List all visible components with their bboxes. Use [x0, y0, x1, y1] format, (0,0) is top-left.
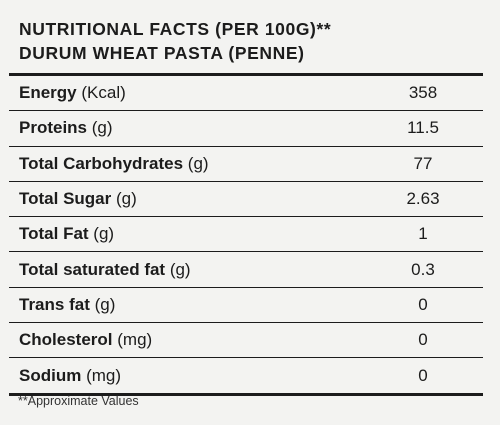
nutrient-value: 77	[413, 153, 433, 173]
nutrient-row-cholesterol: Cholesterol (mg) 0	[9, 323, 483, 359]
nutrient-unit: (mg)	[81, 365, 122, 385]
title-line-2: DURUM WHEAT PASTA (PENNE)	[19, 43, 305, 63]
nutrient-row-sodium: Sodium (mg) 0	[9, 358, 483, 392]
nutrient-name: Trans fat	[19, 294, 90, 314]
nutrient-name: Total Sugar	[19, 189, 112, 209]
nutrition-table: Energy (Kcal) 358 Proteins (g) 11.5 Tota…	[9, 73, 483, 396]
nutrient-unit: (g)	[89, 294, 116, 314]
nutrient-unit: (g)	[165, 259, 191, 279]
nutrient-label: Trans fat (g)	[19, 295, 115, 315]
nutrient-value: 0	[418, 365, 428, 385]
nutrient-unit: (g)	[88, 224, 115, 244]
nutrient-row-proteins: Proteins (g) 11.5	[9, 111, 483, 147]
nutrient-unit: (g)	[183, 153, 209, 173]
nutrient-name: Proteins	[19, 118, 88, 138]
nutrient-value: 11.5	[407, 118, 439, 138]
nutrient-value: 358	[408, 83, 438, 103]
nutrient-name: Total Fat	[19, 224, 89, 244]
nutrient-label: Cholesterol (mg)	[19, 330, 152, 350]
nutrient-value: 0	[418, 330, 428, 350]
nutrient-unit: (mg)	[112, 330, 153, 350]
nutrition-title: NUTRITIONAL FACTS (PER 100G)** DURUM WHE…	[19, 17, 331, 65]
nutrient-unit: (Kcal)	[76, 83, 126, 103]
footnote: **Approximate Values	[18, 394, 139, 408]
nutrient-label: Total Carbohydrates (g)	[19, 154, 209, 174]
nutrient-value: 0	[418, 294, 428, 314]
nutrient-row-energy: Energy (Kcal) 358	[9, 76, 483, 112]
nutrient-value: 1	[418, 224, 428, 244]
nutrient-name: Total saturated fat	[19, 259, 166, 279]
nutrient-name: Sodium	[19, 365, 82, 385]
nutrient-label: Energy (Kcal)	[19, 83, 126, 103]
nutrient-label: Total Fat (g)	[19, 224, 114, 244]
nutrient-label: Total saturated fat (g)	[19, 260, 191, 280]
nutrient-row-trans-fat: Trans fat (g) 0	[9, 288, 483, 324]
nutrient-label: Total Sugar (g)	[19, 189, 137, 209]
nutrient-name: Energy	[19, 83, 77, 103]
nutrient-unit: (g)	[111, 189, 137, 209]
nutrient-row-saturated-fat: Total saturated fat (g) 0.3	[9, 252, 483, 288]
nutrient-name: Cholesterol	[19, 330, 113, 350]
nutrient-label: Proteins (g)	[19, 118, 113, 138]
nutrient-label: Sodium (mg)	[19, 366, 121, 386]
nutrient-row-fat: Total Fat (g) 1	[9, 217, 483, 253]
nutrient-name: Total Carbohydrates	[19, 153, 184, 173]
nutrient-row-sugar: Total Sugar (g) 2.63	[9, 182, 483, 218]
nutrient-value: 2.63	[406, 189, 440, 209]
nutrient-unit: (g)	[87, 118, 113, 138]
nutrient-row-carbohydrates: Total Carbohydrates (g) 77	[9, 147, 483, 182]
nutrient-value: 0.3	[411, 259, 435, 279]
title-line-1: NUTRITIONAL FACTS (PER 100G)**	[19, 19, 332, 39]
